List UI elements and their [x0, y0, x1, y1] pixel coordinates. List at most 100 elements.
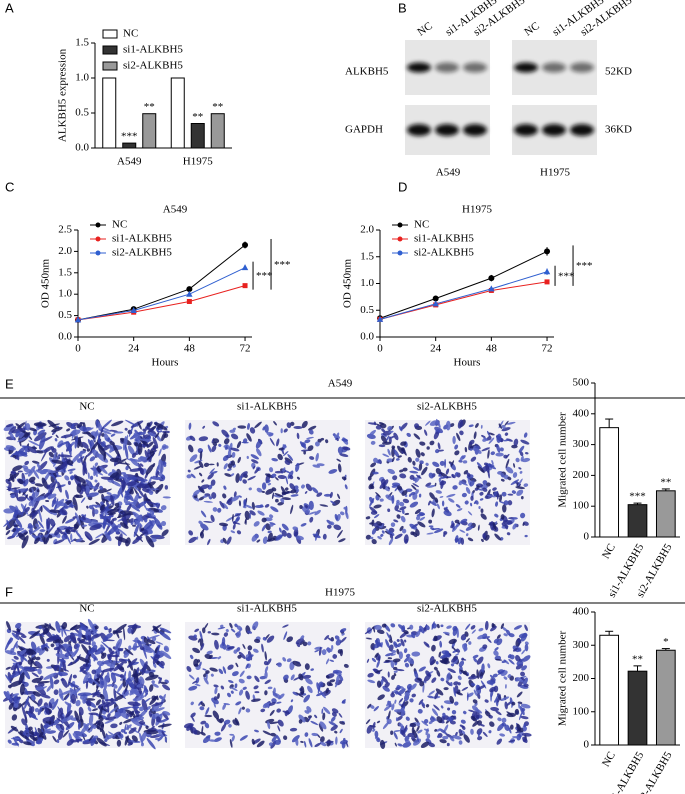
cell — [140, 527, 145, 532]
cell — [188, 674, 195, 680]
cell — [300, 740, 304, 743]
cell — [71, 441, 75, 446]
cell — [419, 681, 425, 687]
cell — [77, 692, 92, 697]
cell — [453, 687, 456, 697]
image-label: si1-ALKBH5 — [237, 603, 297, 615]
cell — [92, 679, 103, 689]
cell — [133, 523, 140, 538]
cell — [458, 459, 463, 463]
cell — [226, 496, 233, 504]
cell — [431, 708, 439, 717]
micrograph-cells — [2, 618, 172, 750]
cell — [51, 448, 57, 453]
cell — [343, 663, 349, 668]
marker — [186, 290, 193, 297]
cell — [417, 708, 423, 714]
cell — [31, 677, 42, 683]
cell — [264, 504, 270, 508]
cell — [482, 480, 488, 485]
panel-label: E — [5, 376, 14, 391]
cell — [40, 449, 48, 462]
cell — [519, 470, 523, 474]
cell — [262, 536, 268, 544]
cell — [92, 465, 98, 478]
cell — [284, 459, 291, 466]
significance: ** — [632, 653, 643, 665]
cell — [91, 669, 97, 675]
cell — [463, 670, 467, 675]
cell — [504, 432, 509, 436]
cell — [496, 443, 501, 453]
cell — [81, 514, 85, 517]
cell — [97, 701, 111, 709]
cell — [473, 447, 482, 454]
cell — [125, 419, 139, 427]
cell — [8, 702, 14, 710]
cell — [282, 657, 287, 662]
cell — [477, 730, 482, 737]
cell — [34, 483, 44, 487]
x-tick-label: 24 — [430, 343, 442, 355]
cell — [198, 436, 209, 442]
cell — [281, 490, 291, 495]
cell — [126, 504, 132, 512]
cell — [505, 466, 514, 474]
cell — [96, 722, 101, 730]
cell — [382, 441, 392, 445]
cell — [264, 651, 267, 661]
cell — [411, 484, 417, 491]
cell — [146, 512, 154, 519]
cell — [380, 435, 388, 444]
cell — [261, 517, 267, 523]
cell — [266, 635, 275, 643]
cell — [28, 726, 33, 731]
cell — [399, 501, 405, 507]
x-tick-label: NC — [600, 750, 618, 769]
cell — [102, 427, 112, 432]
cell — [393, 641, 398, 649]
cell — [476, 669, 480, 680]
cell — [269, 721, 280, 725]
cell — [158, 677, 163, 684]
cell — [310, 668, 314, 671]
cell — [459, 430, 464, 436]
cell — [237, 425, 247, 429]
cell — [483, 437, 489, 441]
cell — [501, 722, 507, 727]
cell — [415, 457, 420, 462]
cell — [502, 504, 507, 513]
cell — [99, 466, 108, 475]
cell — [444, 458, 447, 468]
cell — [381, 676, 389, 684]
cell — [142, 501, 147, 510]
cell — [210, 479, 216, 486]
cell — [428, 500, 431, 506]
y-axis-label: OD 450nm — [40, 258, 52, 308]
cell — [189, 654, 194, 660]
cell — [163, 433, 169, 438]
cell — [274, 470, 284, 474]
cell — [37, 668, 42, 675]
y-tick-label: 0.5 — [75, 107, 89, 119]
cell — [477, 736, 483, 741]
legend-swatch — [102, 61, 118, 71]
cell — [239, 735, 248, 741]
cell — [160, 660, 165, 666]
cell — [325, 740, 334, 744]
cell — [80, 722, 90, 735]
cell — [370, 462, 377, 468]
cell — [338, 538, 346, 543]
cell — [405, 653, 411, 658]
cell — [88, 712, 99, 716]
cell — [35, 686, 44, 691]
cell — [15, 642, 19, 649]
cell — [220, 624, 224, 628]
cell — [469, 439, 475, 445]
cell — [290, 674, 295, 681]
cell — [265, 479, 271, 484]
cell — [227, 646, 235, 650]
cell — [419, 441, 426, 446]
cell — [506, 532, 511, 536]
cell — [405, 716, 410, 721]
